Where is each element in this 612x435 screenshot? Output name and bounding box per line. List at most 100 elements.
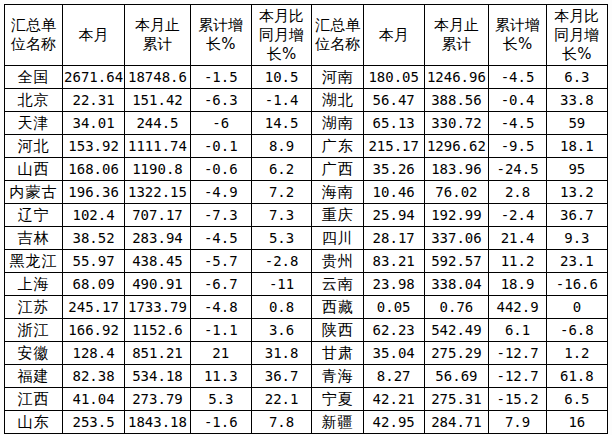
value-cell: 2.8: [489, 181, 546, 204]
value-cell: 534.18: [125, 365, 191, 388]
region-name-cell: 贵州: [312, 250, 363, 273]
region-name-cell: 吉林: [5, 227, 63, 250]
region-name-cell: 天津: [5, 112, 63, 135]
value-cell: 2671.64: [63, 66, 125, 89]
region-name-cell: 浙江: [5, 319, 63, 342]
region-name-cell: 山东: [5, 411, 63, 434]
value-cell: 7.8: [251, 411, 312, 434]
table-row: 福建82.38534.1811.336.7青海8.2756.69-12.761.…: [5, 365, 608, 388]
value-cell: -2.4: [489, 204, 546, 227]
value-cell: 34.01: [63, 112, 125, 135]
value-cell: 23.1: [546, 250, 607, 273]
value-cell: 42.21: [363, 388, 424, 411]
column-header: 本月比 同月增 长%: [546, 5, 607, 66]
region-name-cell: 重庆: [312, 204, 363, 227]
region-name-cell: 宁夏: [312, 388, 363, 411]
value-cell: 56.47: [363, 89, 424, 112]
value-cell: 59: [546, 112, 607, 135]
value-cell: 1111.74: [125, 135, 191, 158]
value-cell: 183.96: [424, 158, 489, 181]
region-name-cell: 陕西: [312, 319, 363, 342]
value-cell: 0.76: [424, 296, 489, 319]
value-cell: 11.2: [489, 250, 546, 273]
value-cell: 83.21: [363, 250, 424, 273]
value-cell: -6.3: [190, 89, 251, 112]
region-name-cell: 上海: [5, 273, 63, 296]
value-cell: 851.21: [125, 342, 191, 365]
value-cell: 13.2: [546, 181, 607, 204]
value-cell: 128.4: [63, 342, 125, 365]
region-name-cell: 湖北: [312, 89, 363, 112]
value-cell: 0.05: [363, 296, 424, 319]
value-cell: 5.3: [251, 227, 312, 250]
value-cell: 542.49: [424, 319, 489, 342]
value-cell: -0.4: [489, 89, 546, 112]
value-cell: 6.2: [251, 158, 312, 181]
value-cell: 10.46: [363, 181, 424, 204]
value-cell: 21: [190, 342, 251, 365]
value-cell: 31.8: [251, 342, 312, 365]
value-cell: 33.8: [546, 89, 607, 112]
value-cell: -12.7: [489, 365, 546, 388]
region-name-cell: 山西: [5, 158, 63, 181]
value-cell: 23.98: [363, 273, 424, 296]
value-cell: -12.7: [489, 342, 546, 365]
value-cell: 18.1: [546, 135, 607, 158]
value-cell: 18748.6: [125, 66, 191, 89]
table-row: 吉林38.52283.94-4.55.3四川28.17337.0621.49.3: [5, 227, 608, 250]
value-cell: 151.42: [125, 89, 191, 112]
value-cell: 215.17: [363, 135, 424, 158]
region-name-cell: 辽宁: [5, 204, 63, 227]
value-cell: -1.1: [190, 319, 251, 342]
value-cell: -5.7: [190, 250, 251, 273]
value-cell: 180.05: [363, 66, 424, 89]
table-row: 河北153.921111.74-0.18.9广东215.171296.62-9.…: [5, 135, 608, 158]
value-cell: -6.8: [546, 319, 607, 342]
value-cell: 273.79: [125, 388, 191, 411]
value-cell: 6.1: [489, 319, 546, 342]
region-name-cell: 内蒙古: [5, 181, 63, 204]
value-cell: -1.5: [190, 66, 251, 89]
region-name-cell: 西藏: [312, 296, 363, 319]
region-name-cell: 海南: [312, 181, 363, 204]
value-cell: 245.17: [63, 296, 125, 319]
table-row: 江西41.04273.795.322.1宁夏42.21275.31-15.26.…: [5, 388, 608, 411]
value-cell: 82.38: [63, 365, 125, 388]
table-body: 全国2671.6418748.6-1.510.5河南180.051246.96-…: [5, 66, 608, 434]
value-cell: 5.3: [190, 388, 251, 411]
region-name-cell: 黑龙江: [5, 250, 63, 273]
region-name-cell: 广东: [312, 135, 363, 158]
value-cell: 8.9: [251, 135, 312, 158]
region-name-cell: 湖南: [312, 112, 363, 135]
value-cell: 36.7: [546, 204, 607, 227]
value-cell: -1.4: [251, 89, 312, 112]
value-cell: 337.06: [424, 227, 489, 250]
value-cell: 253.5: [63, 411, 125, 434]
value-cell: 1843.18: [125, 411, 191, 434]
value-cell: -4.5: [190, 227, 251, 250]
column-header: 汇总单 位名称: [312, 5, 363, 66]
region-name-cell: 云南: [312, 273, 363, 296]
table-row: 江苏245.171733.79-4.80.8西藏0.050.76442.90: [5, 296, 608, 319]
value-cell: 22.1: [251, 388, 312, 411]
value-cell: 438.45: [125, 250, 191, 273]
value-cell: 283.94: [125, 227, 191, 250]
table-row: 内蒙古196.361322.15-4.97.2海南10.4676.022.813…: [5, 181, 608, 204]
table-row: 黑龙江55.97438.45-5.7-2.8贵州83.21592.5711.22…: [5, 250, 608, 273]
value-cell: 275.31: [424, 388, 489, 411]
table-container: 汇总单 位名称本月本月止 累计累计增 长%本月比 同月增 长%汇总单 位名称本月…: [0, 0, 612, 434]
table-row: 天津34.01244.5-614.5湖南65.13330.72-4.559: [5, 112, 608, 135]
value-cell: 1246.96: [424, 66, 489, 89]
summary-table: 汇总单 位名称本月本月止 累计累计增 长%本月比 同月增 长%汇总单 位名称本月…: [4, 4, 608, 434]
value-cell: -1.6: [190, 411, 251, 434]
value-cell: 168.06: [63, 158, 125, 181]
value-cell: 56.69: [424, 365, 489, 388]
value-cell: 3.6: [251, 319, 312, 342]
value-cell: 61.8: [546, 365, 607, 388]
value-cell: 1733.79: [125, 296, 191, 319]
column-header: 本月止 累计: [424, 5, 489, 66]
value-cell: 8.27: [363, 365, 424, 388]
table-row: 安徽128.4851.212131.8甘肃35.04275.29-12.71.2: [5, 342, 608, 365]
value-cell: 55.97: [63, 250, 125, 273]
value-cell: 35.26: [363, 158, 424, 181]
